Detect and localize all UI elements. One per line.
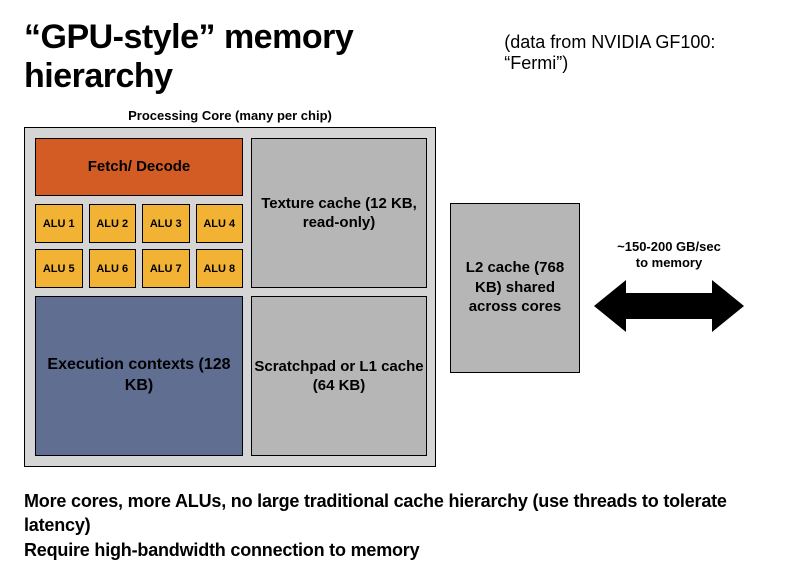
alu-box-2: ALU 2 (89, 204, 137, 243)
arrow-label: ~150-200 GB/sec to memory (617, 239, 721, 270)
alu-box-8: ALU 8 (196, 249, 244, 288)
page-title: “GPU-style” memory hierarchy (24, 18, 496, 96)
l2-cache-box: L2 cache (768 KB) shared across cores (450, 203, 580, 373)
footer-line-1: More cores, more ALUs, no large traditio… (24, 489, 776, 538)
core-wrapper: Processing Core (many per chip) Fetch/ D… (24, 108, 436, 467)
title-row: “GPU-style” memory hierarchy (data from … (24, 18, 776, 96)
double-arrow-icon (594, 276, 744, 336)
core-label: Processing Core (many per chip) (128, 108, 332, 123)
alu-box-6: ALU 6 (89, 249, 137, 288)
arrow-shape (594, 280, 744, 332)
alu-grid: ALU 1ALU 2ALU 3ALU 4 ALU 5ALU 6ALU 7ALU 8 (35, 204, 243, 288)
memory-arrow-block: ~150-200 GB/sec to memory (594, 239, 744, 336)
alu-box-4: ALU 4 (196, 204, 244, 243)
footer-text: More cores, more ALUs, no large traditio… (24, 489, 776, 562)
scratchpad-l1-box: Scratchpad or L1 cache (64 KB) (251, 296, 427, 456)
alu-box-3: ALU 3 (142, 204, 190, 243)
alu-box-7: ALU 7 (142, 249, 190, 288)
execution-contexts-box: Execution contexts (128 KB) (35, 296, 243, 456)
page-subtitle: (data from NVIDIA GF100: “Fermi”) (504, 32, 776, 74)
fetch-decode-box: Fetch/ Decode (35, 138, 243, 196)
alu-box-5: ALU 5 (35, 249, 83, 288)
footer-line-2: Require high-bandwidth connection to mem… (24, 538, 776, 562)
diagram-row: Processing Core (many per chip) Fetch/ D… (24, 108, 776, 467)
texture-cache-box: Texture cache (12 KB, read-only) (251, 138, 427, 288)
processing-core-panel: Fetch/ Decode Texture cache (12 KB, read… (24, 127, 436, 467)
alu-box-1: ALU 1 (35, 204, 83, 243)
